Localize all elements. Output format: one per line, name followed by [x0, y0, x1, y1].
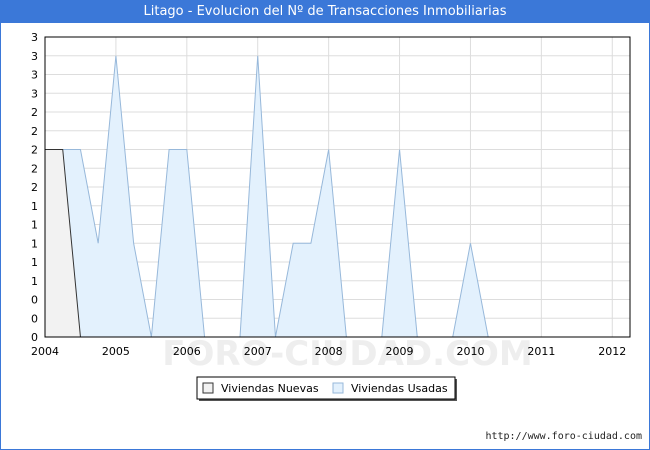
legend-box — [196, 376, 456, 400]
legend-swatch — [332, 382, 344, 394]
x-tick-label: 2008 — [315, 345, 343, 358]
x-tick-label: 2004 — [31, 345, 59, 358]
series-area-viviendas-usadas — [45, 55, 613, 337]
legend-label: Viviendas Nuevas — [221, 382, 319, 395]
source-url[interactable]: http://www.foro-ciudad.com — [485, 431, 642, 442]
legend-swatch — [202, 382, 214, 394]
y-tick-label: 3 — [31, 69, 38, 82]
y-tick-label: 1 — [31, 275, 38, 288]
y-tick-label: 3 — [31, 87, 38, 100]
y-tick-label: 2 — [31, 144, 38, 157]
y-tick-label: 1 — [31, 256, 38, 269]
y-tick-label: 0 — [31, 331, 38, 344]
y-tick-label: 1 — [31, 237, 38, 250]
chart-title: Litago - Evolucion del Nº de Transaccion… — [1, 1, 649, 23]
x-tick-label: 2012 — [598, 345, 626, 358]
y-tick-label: 1 — [31, 200, 38, 213]
watermark: FORO-CIUDAD.COM — [162, 334, 533, 374]
y-tick-label: 3 — [31, 31, 38, 44]
x-tick-label: 2010 — [456, 345, 484, 358]
y-tick-label: 2 — [31, 181, 38, 194]
plot-border — [44, 36, 631, 338]
y-tick-label: 1 — [31, 219, 38, 232]
y-tick-label: 2 — [31, 162, 38, 175]
x-tick-label: 2011 — [527, 345, 555, 358]
y-tick-label: 0 — [31, 312, 38, 325]
x-tick-label: 2009 — [386, 345, 414, 358]
y-tick-label: 3 — [31, 50, 38, 63]
x-tick-label: 2006 — [173, 345, 201, 358]
x-tick-label: 2007 — [244, 345, 272, 358]
y-tick-label: 2 — [31, 106, 38, 119]
x-tick-label: 2005 — [102, 345, 130, 358]
legend-label: Viviendas Usadas — [351, 382, 448, 395]
y-tick-label: 2 — [31, 125, 38, 138]
y-tick-label: 0 — [31, 294, 38, 307]
